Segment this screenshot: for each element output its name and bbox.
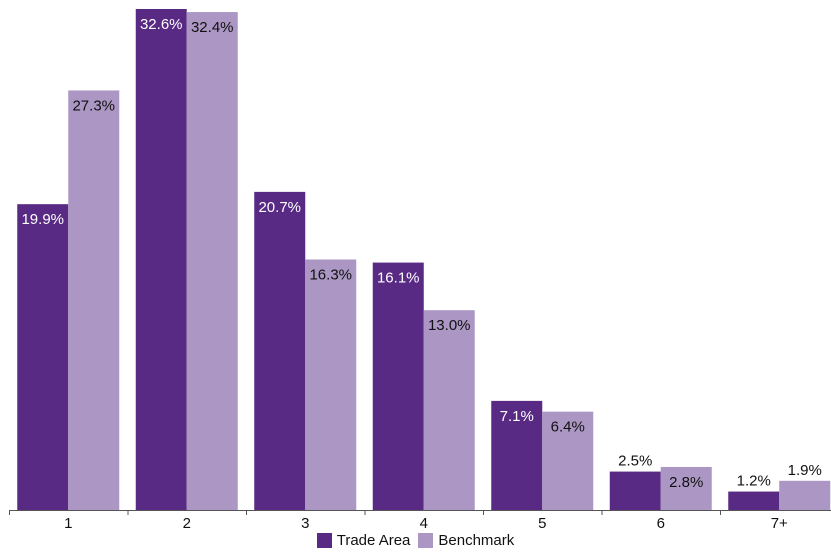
bar-benchmark-4 [423, 310, 475, 510]
x-tick-label-1: 1 [64, 515, 72, 532]
bar-trade-area-2 [135, 9, 187, 510]
x-tick-label-7+: 7+ [771, 515, 788, 532]
x-tick-label-5: 5 [538, 515, 546, 532]
value-labels-group: 19.9% 27.3% 32.6% 32.4% 20.7% 16.3% 16.1% 13.0%… [21, 16, 821, 491]
x-tick-label-4: 4 [420, 515, 428, 532]
legend-swatch-trade-area [316, 533, 332, 548]
value-label-trade-area-1: 19.9% [21, 211, 64, 228]
value-label-benchmark-7+: 1.9% [788, 462, 822, 479]
legend-swatch-benchmark [418, 533, 434, 548]
legend-label-trade-area: Trade Area [336, 532, 411, 549]
value-label-trade-area-2: 32.6% [140, 16, 183, 33]
value-label-benchmark-3: 16.3% [309, 267, 352, 284]
x-ticks-group [9, 510, 721, 515]
value-label-benchmark-6: 2.8% [669, 474, 703, 491]
value-label-trade-area-3: 20.7% [258, 199, 301, 216]
bar-benchmark-2 [186, 12, 238, 511]
value-label-trade-area-5: 7.1% [500, 408, 534, 425]
bar-benchmark-1 [68, 90, 120, 510]
bar-benchmark-3 [305, 259, 357, 510]
legend: Trade Area Benchmark [0, 532, 831, 549]
bar-trade-area-1 [17, 204, 69, 510]
legend-item-trade-area: Trade Area [316, 532, 411, 549]
bar-trade-area-7+ [728, 491, 780, 510]
x-tick-label-2: 2 [183, 515, 191, 532]
bar-trade-area-5 [491, 400, 543, 510]
value-label-trade-area-4: 16.1% [377, 270, 420, 287]
legend-item-benchmark: Benchmark [418, 532, 514, 549]
bar-benchmark-7+ [779, 480, 831, 510]
x-tick-label-3: 3 [301, 515, 309, 532]
bar-benchmark-5 [542, 411, 594, 510]
value-label-benchmark-5: 6.4% [551, 419, 585, 436]
value-label-trade-area-6: 2.5% [618, 453, 652, 470]
bar-trade-area-6 [609, 471, 661, 510]
bar-benchmark-6 [660, 466, 712, 510]
value-label-benchmark-4: 13.0% [428, 317, 471, 334]
legend-label-benchmark: Benchmark [438, 532, 515, 549]
bar-trade-area-3 [254, 191, 306, 510]
value-label-benchmark-1: 27.3% [72, 97, 115, 114]
value-label-trade-area-7+: 1.2% [737, 473, 771, 490]
value-label-benchmark-2: 32.4% [191, 19, 234, 36]
bars-group [17, 9, 831, 511]
x-tick-label-6: 6 [657, 515, 665, 532]
x-tick-labels-group: 1 2 3 4 5 6 7+ [64, 515, 788, 532]
bar-trade-area-4 [372, 262, 424, 510]
